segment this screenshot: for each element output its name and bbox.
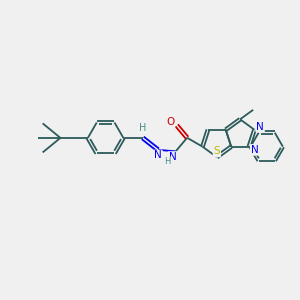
Text: N: N — [154, 151, 162, 160]
Text: S: S — [214, 146, 220, 156]
Text: O: O — [166, 117, 174, 127]
Text: H: H — [164, 158, 171, 166]
Text: H: H — [139, 123, 146, 133]
Text: N: N — [256, 122, 264, 131]
Text: N: N — [169, 152, 176, 162]
Text: N: N — [251, 145, 259, 155]
